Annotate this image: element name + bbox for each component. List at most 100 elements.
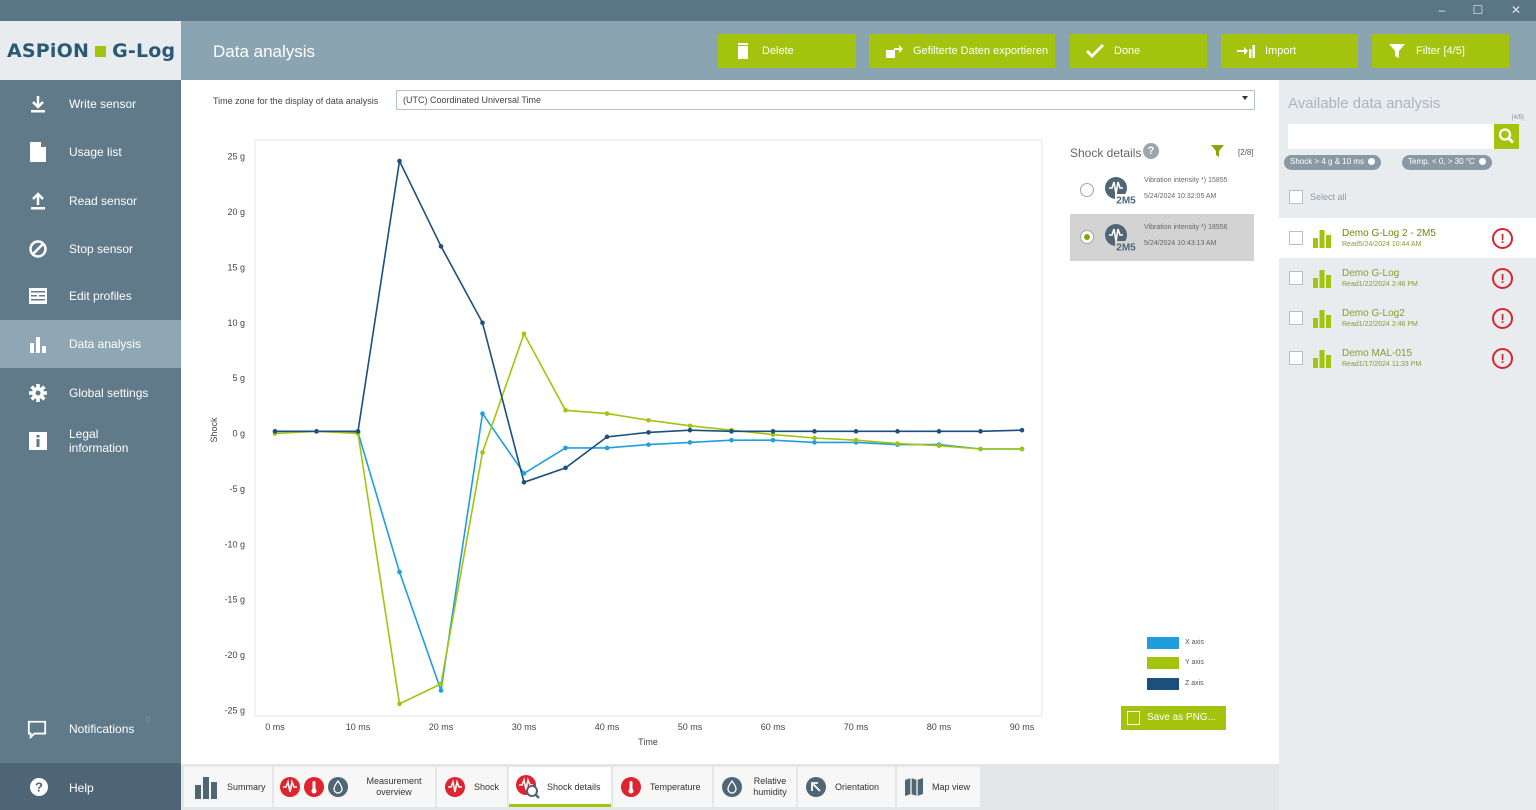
tab-orientation[interactable]: Orientation: [798, 767, 895, 807]
legend-label: Y axis: [1185, 659, 1204, 666]
data-point-y: [812, 435, 817, 441]
bottom-tab-bar: Summary Measurement overview Shock Shock…: [181, 764, 1279, 810]
search-button[interactable]: [1494, 124, 1519, 149]
maximize-button[interactable]: ☐: [1472, 3, 1484, 17]
chart-y-tick-label: -15 g: [224, 595, 245, 605]
sidebar-item-usage-list[interactable]: Usage list: [0, 128, 181, 176]
import-button[interactable]: Import: [1221, 34, 1358, 68]
tab-map-view[interactable]: Map view: [897, 767, 980, 807]
tab-summary[interactable]: Summary: [184, 767, 272, 807]
close-icon[interactable]: [1478, 158, 1486, 165]
bar-chart-icon: [1313, 350, 1331, 368]
sidebar-item-write-sensor[interactable]: Write sensor: [0, 80, 181, 128]
sidebar-item-help[interactable]: ? Help: [0, 763, 181, 810]
trash-icon: [738, 43, 748, 59]
temperature-icon: [304, 777, 324, 797]
tab-shock-details[interactable]: Shock details: [509, 767, 611, 807]
sidebar-item-global-settings[interactable]: Global settings: [0, 369, 181, 417]
delete-button-label: Delete: [762, 45, 794, 57]
select-all-checkbox[interactable]: [1289, 190, 1303, 204]
sidebar-item-data-analysis[interactable]: Data analysis: [0, 320, 181, 368]
tab-relative-humidity[interactable]: Relative humidity: [714, 767, 796, 807]
timezone-select[interactable]: (UTC) Coordinated Universal Time: [396, 90, 1255, 110]
tab-label: Orientation: [835, 781, 880, 792]
data-point-y: [770, 432, 776, 437]
data-point-z: [729, 429, 734, 434]
data-point-y: [480, 450, 485, 455]
alert-icon: !: [1492, 228, 1513, 249]
sidebar-item-edit-profiles[interactable]: Edit profiles: [0, 272, 181, 320]
save-as-png-label: Save as PNG...: [1147, 712, 1216, 723]
item-checkbox[interactable]: [1289, 271, 1303, 285]
tab-label: Temperature: [650, 781, 701, 792]
data-analysis-item[interactable]: Demo MAL-015 Read1/17/2024 11:33 PM !: [1279, 338, 1536, 378]
chart-y-tick-label: 0 g: [232, 429, 245, 439]
data-analysis-name: Demo G-Log2: [1342, 308, 1405, 319]
filter-button[interactable]: Filter [4/5]: [1372, 34, 1509, 68]
sidebar-item-label: Help: [69, 781, 94, 795]
shock-detail-item[interactable]: 2M5 Vibration intensity *) 15855 5/24/20…: [1070, 167, 1254, 214]
search-input[interactable]: [1288, 124, 1494, 149]
sidebar-item-read-sensor[interactable]: Read sensor: [0, 177, 181, 225]
minimize-button[interactable]: –: [1438, 3, 1446, 17]
shock-icon: [280, 777, 300, 797]
tab-label: Shock: [474, 781, 500, 792]
svg-text:2M5: 2M5: [1116, 243, 1136, 253]
data-analysis-item[interactable]: Demo G-Log Read1/22/2024 2:46 PM !: [1279, 258, 1536, 298]
shock-details-icon: [516, 775, 540, 799]
chart-x-tick-label: 60 ms: [761, 722, 786, 732]
shock-detail-radio[interactable]: [1080, 183, 1094, 197]
filter-chip-temperature[interactable]: Temp. < 0, > 30 °C: [1402, 155, 1492, 170]
vibration-sensor-icon: 2M5: [1105, 224, 1137, 253]
data-point-y: [563, 407, 568, 413]
item-checkbox[interactable]: [1289, 231, 1303, 245]
data-point-x: [397, 569, 402, 575]
done-button[interactable]: Done: [1070, 34, 1207, 68]
export-button[interactable]: Gefilterte Daten exportieren: [869, 34, 1055, 68]
close-button[interactable]: ✕: [1510, 3, 1522, 17]
item-checkbox[interactable]: [1289, 351, 1303, 365]
available-data-panel: Available data analysis [4/5] Shock > 4 …: [1279, 80, 1536, 810]
shock-detail-radio[interactable]: [1080, 230, 1094, 244]
tab-label: Summary: [227, 781, 266, 792]
sidebar-item-label: Usage list: [69, 145, 122, 159]
tab-shock[interactable]: Shock: [437, 767, 507, 807]
shock-chart: 25 g 20 g 15 g 10 g 5 g 0 g -5 g -10 g -15 g -20 …: [209, 139, 1043, 747]
data-analysis-item[interactable]: Demo G-Log 2 - 2M5 Read5/24/2024 10:44 A…: [1279, 218, 1536, 258]
save-as-png-button[interactable]: Save as PNG...: [1121, 706, 1226, 730]
tab-measurement-overview[interactable]: Measurement overview: [274, 767, 435, 807]
data-point-z: [438, 244, 444, 249]
data-point-y: [397, 701, 402, 707]
filter-icon[interactable]: [1211, 145, 1224, 157]
data-point-z: [397, 158, 402, 164]
legend-swatch: [1147, 678, 1179, 690]
sidebar-item-legal-information[interactable]: Legal information: [0, 417, 181, 465]
chart-y-tick-label: -5 g: [229, 484, 245, 494]
bar-chart-icon: [195, 777, 217, 799]
chat-icon: [27, 719, 47, 740]
delete-button[interactable]: Delete: [718, 34, 856, 68]
item-checkbox[interactable]: [1289, 311, 1303, 325]
help-icon[interactable]: ?: [1143, 143, 1159, 159]
data-point-z: [770, 429, 776, 434]
sidebar-item-stop-sensor[interactable]: Stop sensor: [0, 225, 181, 273]
tab-temperature[interactable]: Temperature: [613, 767, 712, 807]
shock-detail-name: Vibration intensity *) 18556: [1144, 224, 1228, 231]
shock-detail-item[interactable]: 2M5 Vibration intensity *) 18556 5/24/20…: [1070, 214, 1254, 261]
data-point-x: [604, 445, 610, 451]
sidebar-item-notifications[interactable]: Notifications 0: [0, 705, 181, 753]
sidebar-item-label: Read sensor: [69, 194, 138, 208]
image-file-icon: [1127, 711, 1140, 725]
shock-details-title: Shock details: [1070, 146, 1142, 160]
sidebar-item-label: Write sensor: [69, 97, 137, 111]
data-analysis-item[interactable]: Demo G-Log2 Read1/22/2024 2:46 PM !: [1279, 298, 1536, 338]
alert-icon: !: [1492, 308, 1513, 329]
filter-chip-shock[interactable]: Shock > 4 g & 10 ms: [1284, 155, 1382, 170]
logo-area: ASPiON G-Log: [0, 21, 181, 80]
chart-y-axis-label: Shock: [209, 417, 219, 443]
filter-chip-label: Shock > 4 g & 10 ms: [1290, 157, 1365, 166]
data-point-y: [521, 331, 527, 337]
close-icon[interactable]: [1368, 158, 1376, 165]
main-panel: Time zone for the display of data analys…: [181, 80, 1279, 764]
legend-swatch: [1147, 637, 1179, 649]
